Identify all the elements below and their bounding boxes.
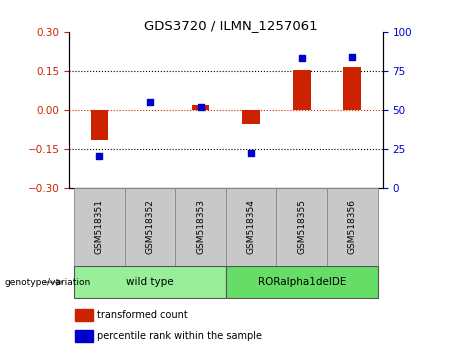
FancyBboxPatch shape	[226, 188, 277, 266]
Bar	[76, 330, 93, 342]
Point	[248, 150, 255, 156]
Text: percentile rank within the sample: percentile rank within the sample	[97, 331, 262, 341]
FancyBboxPatch shape	[327, 188, 378, 266]
Point	[146, 99, 154, 105]
FancyBboxPatch shape	[277, 188, 327, 266]
Text: GSM518351: GSM518351	[95, 199, 104, 254]
Text: GSM518355: GSM518355	[297, 199, 306, 254]
Text: GSM518352: GSM518352	[146, 199, 154, 254]
FancyBboxPatch shape	[175, 188, 226, 266]
Text: wild type: wild type	[126, 277, 174, 287]
FancyBboxPatch shape	[74, 266, 226, 298]
Bar	[76, 309, 93, 321]
FancyBboxPatch shape	[125, 188, 175, 266]
Text: GSM518353: GSM518353	[196, 199, 205, 254]
Text: GSM518356: GSM518356	[348, 199, 357, 254]
Text: GSM518354: GSM518354	[247, 199, 256, 254]
Point	[197, 104, 204, 109]
Bar	[293, 69, 311, 110]
Text: transformed count: transformed count	[97, 310, 188, 320]
FancyBboxPatch shape	[74, 188, 125, 266]
Text: GDS3720 / ILMN_1257061: GDS3720 / ILMN_1257061	[144, 19, 317, 33]
Bar	[192, 104, 209, 110]
Point	[349, 54, 356, 59]
Point	[96, 154, 103, 159]
Text: genotype/variation: genotype/variation	[5, 278, 91, 287]
Bar	[343, 67, 361, 110]
Text: RORalpha1delDE: RORalpha1delDE	[258, 277, 346, 287]
FancyBboxPatch shape	[226, 266, 378, 298]
Bar	[91, 110, 108, 139]
Bar	[242, 110, 260, 124]
Point	[298, 56, 306, 61]
